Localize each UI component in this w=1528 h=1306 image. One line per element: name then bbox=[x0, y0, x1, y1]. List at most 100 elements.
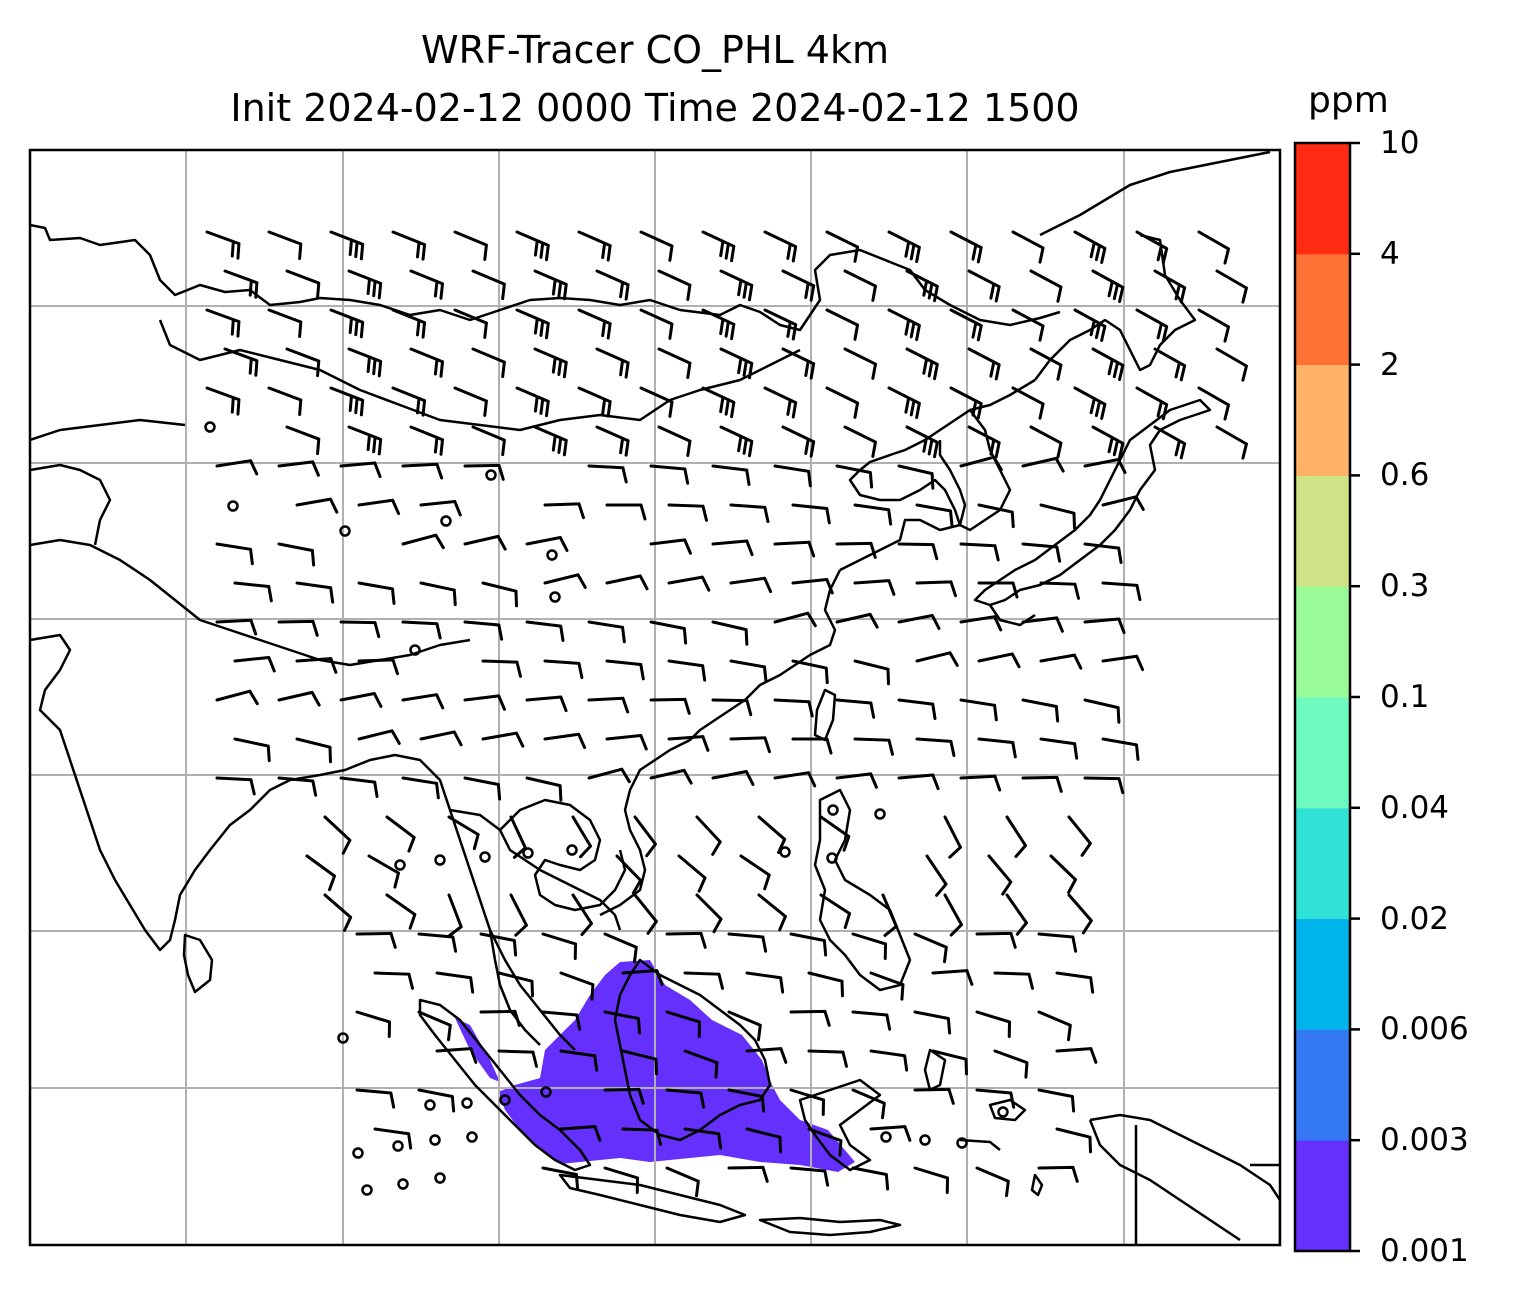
colorbar-tick-label: 0.04 bbox=[1380, 789, 1450, 826]
calm-circle bbox=[956, 1137, 968, 1149]
wind-barb bbox=[373, 1127, 413, 1150]
colorbar-unit-label: ppm bbox=[1308, 80, 1389, 121]
wind-barb bbox=[417, 1088, 456, 1113]
wind-barb bbox=[347, 347, 383, 378]
wind-barb bbox=[843, 347, 877, 380]
wind-barb bbox=[931, 1049, 968, 1076]
wind-barb bbox=[665, 931, 707, 949]
map-title-line1: WRF-Tracer CO_PHL 4km bbox=[421, 28, 889, 72]
wind-barb bbox=[905, 425, 939, 459]
wind-barb bbox=[773, 698, 814, 718]
wind-barb bbox=[447, 893, 463, 937]
wind-barb bbox=[1135, 230, 1169, 265]
wind-barb bbox=[701, 386, 736, 419]
colorbar-tick-label: 0.1 bbox=[1380, 679, 1430, 715]
calm-circle bbox=[826, 852, 838, 864]
wind-barb bbox=[905, 347, 939, 381]
wind-barb bbox=[385, 893, 417, 930]
wind-barb bbox=[277, 776, 318, 797]
wind-barb bbox=[401, 693, 445, 710]
wind-barb bbox=[339, 776, 379, 799]
wind-barb bbox=[683, 1127, 723, 1150]
wind-barb bbox=[419, 499, 462, 517]
wind-barb bbox=[463, 694, 506, 711]
wind-barb bbox=[719, 425, 754, 458]
wind-barb bbox=[295, 657, 338, 674]
wind-barb bbox=[897, 464, 935, 490]
calm-circle bbox=[919, 1134, 931, 1146]
wind-barb bbox=[819, 815, 851, 852]
wind-barb bbox=[633, 893, 658, 935]
wind-barb bbox=[391, 230, 427, 261]
wind-barb bbox=[807, 1049, 848, 1068]
wind-barb bbox=[1037, 1165, 1079, 1183]
wind-barb bbox=[463, 776, 502, 801]
colorbar-segment bbox=[1295, 475, 1350, 587]
wind-barb bbox=[869, 971, 905, 1001]
wind-barb bbox=[285, 347, 321, 378]
wind-barb bbox=[835, 772, 878, 789]
calm-circle bbox=[546, 549, 558, 561]
wind-barb bbox=[729, 736, 771, 754]
wind-barb bbox=[409, 425, 445, 456]
calm-circle bbox=[394, 859, 406, 871]
wind-barb bbox=[515, 308, 550, 340]
wind-barb bbox=[1101, 581, 1142, 602]
wind-barb bbox=[471, 347, 506, 379]
wind-barb bbox=[621, 969, 664, 986]
wind-barb bbox=[1083, 458, 1127, 474]
wind-barb bbox=[667, 575, 711, 592]
wind-barb bbox=[711, 464, 751, 487]
colorbar-segment bbox=[1295, 586, 1350, 698]
wind-barb bbox=[639, 386, 674, 418]
colorbar-segment bbox=[1295, 697, 1350, 809]
wind-barb bbox=[975, 1010, 1012, 1038]
wind-barb bbox=[711, 620, 749, 646]
wind-barb bbox=[525, 776, 563, 802]
colorbar-tick-label: 10 bbox=[1380, 125, 1420, 161]
colorbar-tick-label: 4 bbox=[1380, 235, 1400, 272]
wind-barb bbox=[913, 1087, 955, 1105]
wind-barb bbox=[757, 815, 787, 854]
wind-barb bbox=[1083, 698, 1121, 724]
wind-barb bbox=[603, 1010, 642, 1035]
wind-barb bbox=[267, 230, 303, 260]
wind-barb bbox=[851, 1010, 892, 1031]
wind-barb bbox=[1083, 776, 1125, 795]
wind-barb bbox=[825, 386, 860, 419]
wind-barb bbox=[1215, 425, 1248, 460]
wind-barb bbox=[587, 767, 631, 784]
wind-barb bbox=[719, 269, 754, 302]
wind-barb bbox=[1073, 308, 1107, 342]
wind-barb bbox=[881, 893, 898, 937]
wind-barb bbox=[1197, 308, 1230, 343]
wind-barb bbox=[959, 698, 998, 722]
wind-barb bbox=[533, 425, 568, 457]
wind-barb bbox=[215, 459, 259, 476]
wind-barb bbox=[851, 1088, 886, 1120]
wind-barb bbox=[497, 971, 534, 998]
wind-barb bbox=[719, 347, 754, 380]
wind-barb bbox=[595, 347, 630, 379]
wind-barb bbox=[305, 854, 337, 892]
wind-barb bbox=[943, 815, 962, 859]
wind-barb bbox=[401, 776, 440, 800]
calm-circle bbox=[479, 851, 491, 863]
wind-barb bbox=[285, 425, 321, 456]
wind-barb bbox=[357, 658, 399, 676]
calm-circle bbox=[434, 1172, 446, 1184]
wind-barb bbox=[1039, 653, 1083, 670]
wind-barb bbox=[773, 464, 812, 488]
wind-barb bbox=[791, 737, 833, 755]
wind-barb bbox=[913, 1166, 950, 1194]
wind-barb bbox=[1021, 698, 1060, 723]
wind-barbs bbox=[204, 230, 1248, 1198]
colorbar-segment bbox=[1295, 1140, 1350, 1252]
wind-barb bbox=[851, 1166, 890, 1191]
wind-barb bbox=[357, 729, 401, 745]
wind-barb bbox=[1011, 230, 1045, 264]
wind-barb bbox=[481, 581, 518, 608]
wind-barb bbox=[571, 815, 593, 859]
colorbar-segment bbox=[1295, 364, 1350, 476]
wind-barb bbox=[215, 776, 256, 796]
